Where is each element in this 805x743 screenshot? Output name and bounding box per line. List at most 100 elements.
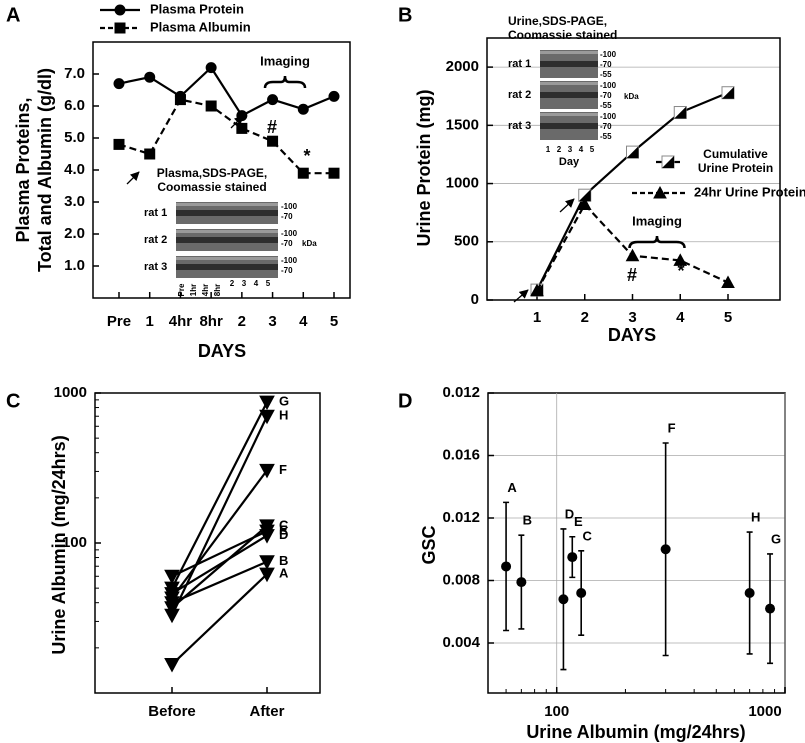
data-point [567, 552, 578, 563]
x-tick-label: 5 [330, 313, 338, 330]
annotation: Imaging [260, 53, 310, 68]
series-label: F [279, 462, 287, 477]
gel-band [176, 237, 278, 243]
point-label: G [771, 531, 781, 546]
series-label: C [279, 517, 289, 532]
data-point [259, 524, 275, 540]
size-marker: -100 [600, 112, 617, 121]
data-point [174, 94, 186, 106]
marker-fill [662, 156, 674, 168]
data-point [297, 167, 309, 179]
point-label: H [751, 510, 760, 525]
gel-light [176, 257, 278, 260]
annotation: Imaging [632, 213, 682, 228]
data-point [558, 594, 569, 605]
y-tick-label: 100 [62, 534, 87, 551]
y-tick-label: 3.0 [64, 193, 85, 210]
point-label: E [574, 514, 583, 529]
y-tick-label: 4.0 [64, 161, 85, 178]
size-marker: -55 [600, 132, 612, 141]
inset-row-label: rat 3 [508, 120, 531, 132]
x-tick-label: 100 [544, 703, 569, 720]
marker-fill [626, 146, 639, 159]
y-tick-label: 0.004 [442, 634, 480, 651]
data-point [236, 122, 248, 134]
series-label: D [279, 527, 288, 542]
data-point [267, 135, 279, 147]
data-point [297, 103, 309, 115]
x-tick-label: 1 [146, 313, 154, 330]
inset-unit: kDa [302, 239, 317, 248]
data-point [259, 463, 275, 479]
marker-fill [722, 86, 734, 99]
x-tick-label: 1 [533, 309, 541, 326]
y-tick-label: 500 [454, 233, 479, 250]
data-point [744, 588, 755, 598]
gel-band [176, 264, 278, 270]
y-axis-label: Total and Albumin (g/dl) [35, 68, 55, 272]
series-line [171, 560, 268, 604]
x-axis-label: Urine Albumin (mg/24hrs) [526, 722, 745, 742]
x-tick-label: 2 [238, 313, 246, 330]
y-tick-label: 0.016 [442, 446, 480, 463]
lane-label: 4 [579, 145, 584, 154]
legend-marker [661, 155, 675, 169]
series-label: H [279, 408, 288, 423]
annotation: * [677, 261, 684, 281]
series-label: E [279, 523, 288, 538]
data-point [673, 106, 687, 120]
size-marker: -70 [600, 60, 612, 69]
inset-title: Plasma,SDS-PAGE, Coomassie stained [156, 166, 268, 194]
inset-row-label: rat 1 [508, 58, 531, 70]
legend-label: Cumulative Urine Protein [697, 147, 774, 175]
y-tick-label: 0.012 [442, 509, 480, 526]
data-point [259, 555, 275, 570]
plot-frame [94, 392, 321, 694]
size-marker: -70 [281, 239, 293, 248]
data-point [578, 188, 592, 202]
inset-unit: kDa [624, 92, 639, 101]
annotation: # [267, 117, 277, 137]
y-tick-label: 1500 [446, 116, 479, 133]
x-tick-label: 4 [676, 309, 685, 326]
inset-row-label: rat 2 [508, 89, 531, 101]
series-line [171, 530, 268, 578]
gel-band [540, 123, 598, 129]
legend-label: Plasma Albumin [150, 19, 251, 34]
lane-label: 2 [230, 279, 235, 288]
gel-light [176, 203, 278, 206]
x-tick-label: After [249, 703, 284, 720]
gel-light [540, 51, 598, 54]
size-marker: -100 [281, 256, 298, 265]
x-tick-label: 4 [299, 313, 308, 330]
gel-band [176, 210, 278, 216]
data-point [516, 577, 527, 588]
data-point [721, 86, 735, 100]
series-line [171, 469, 268, 599]
data-point [625, 248, 640, 262]
data-point [144, 148, 156, 160]
data-point [576, 588, 587, 598]
inset-title: Urine,SDS-PAGE, Coomassie stained [508, 14, 618, 42]
data-point [660, 544, 671, 555]
data-point [765, 603, 776, 614]
x-tick-label: 5 [724, 309, 732, 326]
inset-row-label: rat 2 [144, 234, 167, 246]
x-tick-label: Pre [107, 313, 131, 330]
marker-fill [674, 106, 687, 119]
lane-label: 3 [568, 145, 573, 154]
size-marker: -100 [600, 50, 617, 59]
size-marker: -70 [600, 91, 612, 100]
annotation: * [303, 146, 310, 166]
lane-axis-label: Day [559, 156, 580, 168]
y-tick-label: 0.012 [442, 384, 480, 401]
point-label: D [565, 506, 574, 521]
annotation: # [627, 265, 637, 285]
gel-light [176, 230, 278, 233]
series-line [171, 401, 268, 589]
y-axis-label: Urine Albumin (mg/24hrs) [49, 435, 69, 654]
x-tick-label: 2 [581, 309, 589, 326]
imaging-brace [263, 75, 307, 89]
